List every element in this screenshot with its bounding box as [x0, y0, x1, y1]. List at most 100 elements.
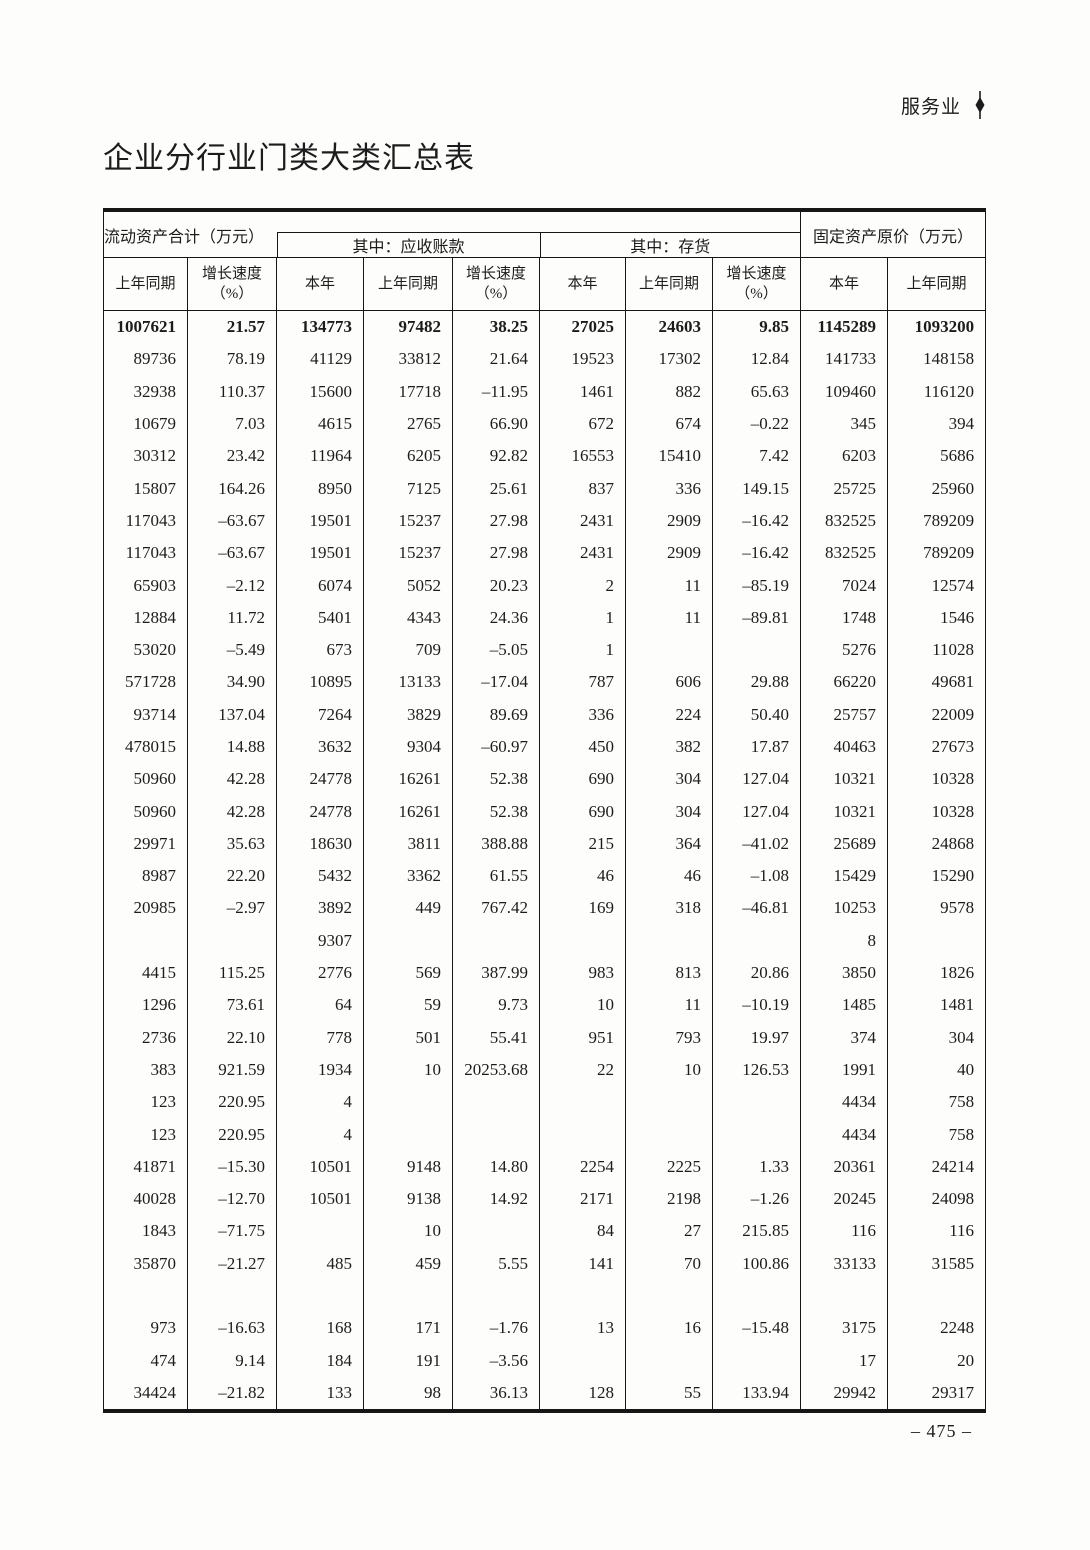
- column-header: 本年: [539, 257, 626, 311]
- table-cell: 215.85: [712, 1215, 801, 1248]
- table-cell: [363, 1279, 453, 1313]
- table-cell: 5401: [276, 601, 364, 634]
- table-cell: 709: [363, 633, 453, 667]
- table-cell: 15237: [363, 537, 453, 570]
- table-cell: 4415: [142, 963, 176, 983]
- table-cell: [539, 1086, 626, 1119]
- table-cell: –2.97: [186, 892, 277, 925]
- table-row: 2736 22.10 778 501 55.41 951 793 19.97 374 304: [104, 1021, 986, 1054]
- table-cell: 501: [363, 1021, 453, 1054]
- table-cell: 27: [625, 1215, 713, 1248]
- table-cell: 42.28: [186, 763, 277, 796]
- table-cell: 383: [150, 1059, 177, 1079]
- table-row: 8987 22.20 5432 3362 61.55 46 46 –1.08 15429 1529…: [104, 860, 986, 893]
- column-header: 增长速度 （%）: [712, 257, 801, 311]
- table-cell: –15.30: [186, 1150, 277, 1184]
- table-cell: 789209: [887, 537, 986, 570]
- table-cell: –1.26: [712, 1183, 801, 1216]
- column-header: 上年同期: [625, 257, 713, 311]
- table-cell: 7125: [363, 472, 453, 505]
- table-cell: 116120: [887, 375, 986, 408]
- table-cell: 5686: [887, 440, 986, 473]
- table-cell: 10: [363, 1215, 453, 1248]
- table-cell: [452, 1118, 540, 1151]
- table-cell: 7264: [276, 698, 364, 731]
- table-cell: 137.04: [186, 698, 277, 731]
- table-row: 117043 –63.67 19501 15237 27.98 2431 2909 –16.4…: [104, 537, 986, 570]
- table-cell: 837: [539, 472, 626, 505]
- table-cell: [712, 633, 801, 667]
- table-cell: 49681: [887, 666, 986, 699]
- table-row: 123 220.95 4 4434 758: [104, 1086, 986, 1119]
- table-cell: 27.98: [452, 504, 540, 538]
- table-cell: 10501: [276, 1150, 364, 1184]
- table-row: 34424 –21.82 133 98 36.13 128 55 133.94 29942 293…: [104, 1376, 986, 1412]
- table-cell: 50960: [133, 769, 177, 789]
- table-row: 93714 137.04 7264 3829 89.69 336 224 50.40 25757…: [104, 698, 986, 731]
- table-cell: 382: [625, 730, 713, 764]
- table-cell: 24.36: [452, 601, 540, 634]
- table-cell: 10328: [887, 763, 986, 796]
- table-cell: –5.49: [186, 633, 277, 667]
- table-cell: 11028: [887, 633, 986, 667]
- table-cell: 1485: [800, 989, 888, 1022]
- table-cell: 32938: [133, 381, 177, 401]
- table-cell: 191: [363, 1344, 453, 1377]
- table-cell: –89.81: [712, 601, 801, 634]
- table-cell: 19523: [539, 343, 626, 376]
- table-cell: 70: [625, 1247, 713, 1280]
- table-cell: 1.33: [712, 1150, 801, 1184]
- group-header-fixed-assets: 固定资产原价（万元）: [800, 210, 986, 258]
- table-cell: 20.23: [452, 569, 540, 602]
- table-cell: 12.84: [712, 343, 801, 376]
- table-cell: 569: [363, 956, 453, 990]
- table-cell: 4: [276, 1118, 364, 1151]
- table-cell: [625, 1086, 713, 1119]
- table-cell: 133: [276, 1376, 364, 1412]
- table-row: 571728 34.90 10895 13133 –17.04 787 606 29.88 66…: [104, 666, 986, 699]
- table-cell: [712, 1344, 801, 1377]
- table-cell: 11964: [276, 440, 364, 473]
- table-cell: [712, 1118, 801, 1151]
- table-cell: 35.63: [186, 827, 277, 861]
- table-cell: –16.42: [712, 504, 801, 538]
- table-cell: [712, 924, 801, 957]
- table-cell: 787: [539, 666, 626, 699]
- table-cell: –17.04: [452, 666, 540, 699]
- column-header: 增长速度 （%）: [186, 257, 277, 311]
- table-cell: 1826: [887, 956, 986, 990]
- table-cell: 3632: [276, 730, 364, 764]
- table-cell: 10321: [800, 763, 888, 796]
- table-cell: 18630: [276, 827, 364, 861]
- table-cell: [452, 1215, 540, 1248]
- table-cell: 388.88: [452, 827, 540, 861]
- table-cell: 27.98: [452, 537, 540, 570]
- table-row: 65903 –2.12 6074 5052 20.23 2 11 –85.19 7024 1257…: [104, 569, 986, 602]
- table-cell: 19501: [276, 537, 364, 570]
- table-cell: 5432: [276, 860, 364, 893]
- table-cell: 24868: [887, 827, 986, 861]
- table-cell: 17: [800, 1344, 888, 1377]
- table-cell: [104, 925, 188, 957]
- table-cell: 126.53: [712, 1053, 801, 1087]
- table-cell: 17302: [625, 343, 713, 376]
- table-cell: 53020: [133, 640, 177, 660]
- table-cell: 304: [625, 763, 713, 796]
- table-row: 123 220.95 4 4434 758: [104, 1118, 986, 1151]
- table-cell: 2171: [539, 1183, 626, 1216]
- table-cell: 35870: [133, 1253, 177, 1273]
- table-cell: 29.88: [712, 666, 801, 699]
- group-header-current-assets: 流动资产合计（万元）: [103, 210, 277, 258]
- table-cell: 921.59: [186, 1053, 277, 1087]
- table-cell: 215: [539, 827, 626, 861]
- table-cell: 11.72: [186, 601, 277, 634]
- table-cell: 758: [887, 1086, 986, 1119]
- table-cell: 66.90: [452, 407, 540, 441]
- table-cell: [625, 1118, 713, 1151]
- table-row: 478015 14.88 3632 9304 –60.97 450 382 17.87 4046…: [104, 730, 986, 764]
- table-cell: [276, 1279, 364, 1313]
- table-cell: 141733: [800, 343, 888, 376]
- table-cell: 29942: [800, 1376, 888, 1412]
- table-cell: [104, 1280, 188, 1312]
- table-cell: 304: [887, 1021, 986, 1054]
